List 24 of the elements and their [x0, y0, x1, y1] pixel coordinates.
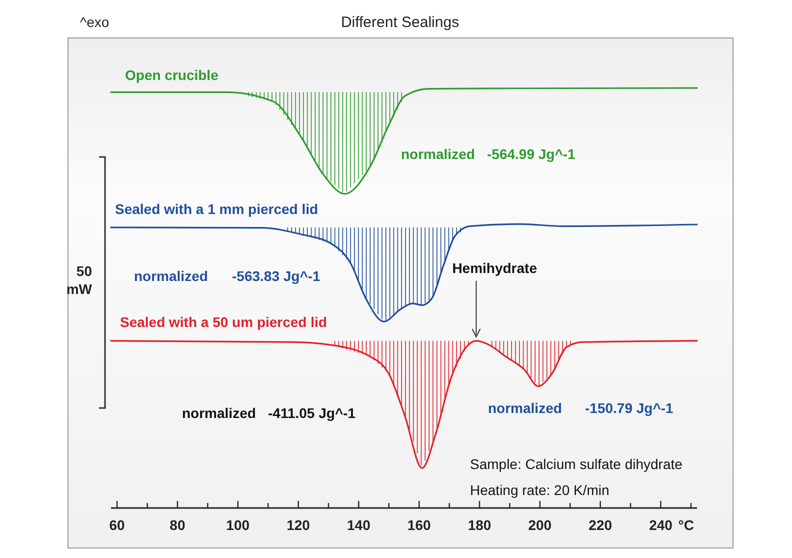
x-tick-label: 200	[528, 517, 552, 533]
series-label: Sealed with a 50 um pierced lid	[120, 314, 327, 330]
text: normalized -150.79 Jg^-1	[488, 400, 674, 416]
annotation: normalized -411.05 Jg^-1	[182, 405, 356, 421]
x-tick-label: 100	[226, 517, 250, 533]
x-tick-label: 140	[347, 517, 371, 533]
text: ^exo	[80, 14, 110, 30]
x-tick-label: 60	[109, 517, 126, 533]
annotation: normalized -564.99 Jg^-1	[401, 146, 576, 162]
x-axis-title: °C	[678, 517, 694, 533]
annotation: Heating rate: 20 K/min	[470, 482, 610, 498]
series-label: Sealed with a 1 mm pierced lid	[115, 201, 318, 217]
x-tick-label: 120	[286, 517, 310, 533]
annotation: Sample: Calcium sulfate dihydrate	[470, 456, 683, 472]
annotation: Hemihydrate	[452, 260, 538, 276]
text: 50 mW	[66, 263, 93, 297]
x-tick-label: 220	[588, 517, 612, 533]
x-tick-label: 240	[649, 517, 673, 533]
x-tick-label: 80	[170, 517, 186, 533]
text: normalized -563.83 Jg^-1	[134, 268, 320, 284]
chart-title: Different Sealings	[340, 14, 460, 31]
x-tick-label: 160	[407, 517, 431, 533]
x-tick-label: 180	[468, 517, 492, 533]
series-label: Open crucible	[125, 67, 219, 83]
